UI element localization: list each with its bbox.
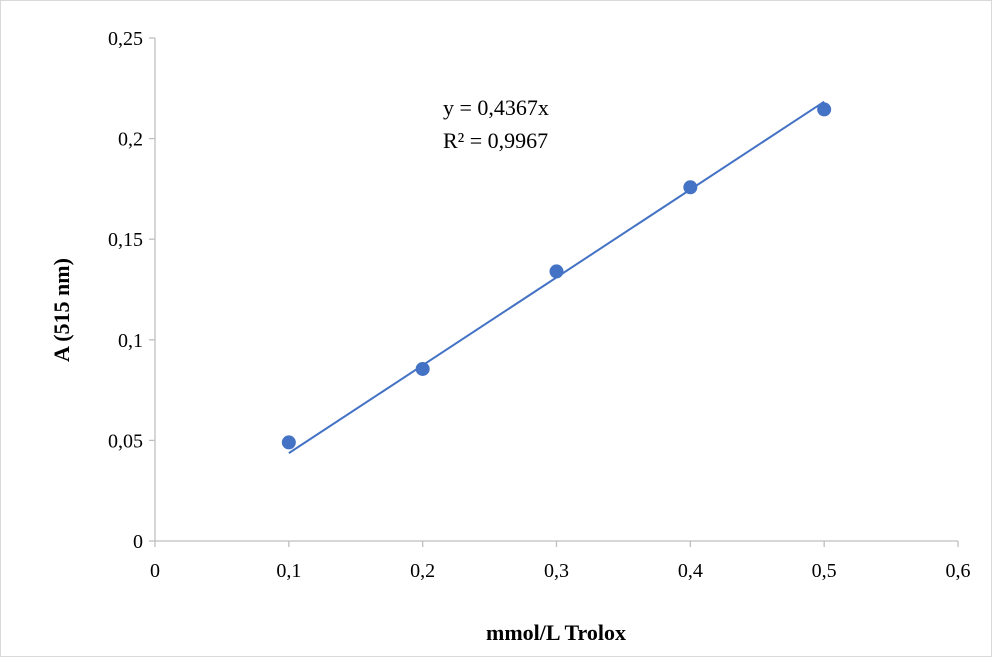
trendline-equation: y = 0,4367x: [443, 95, 549, 120]
x-tick-label: 0,2: [410, 560, 435, 582]
y-tick-label: 0,25: [108, 28, 143, 50]
axes: [149, 37, 959, 547]
data-point: [281, 435, 296, 450]
y-tick-label: 0,05: [108, 430, 143, 452]
y-axis-title: A (515 nm): [49, 258, 74, 362]
x-tick-label: 0,3: [544, 560, 569, 582]
data-points: [281, 102, 832, 450]
r-squared-label: R² = 0,9967: [443, 128, 548, 153]
y-tick-label: 0,2: [118, 129, 143, 151]
x-tick-label: 0: [150, 560, 160, 582]
y-tick-label: 0: [133, 531, 143, 553]
x-tick-label: 0,5: [812, 560, 837, 582]
y-tick-label: 0,15: [108, 229, 143, 251]
x-tick-label: 0,1: [276, 560, 301, 582]
tick-labels: 0 0,05 0,1 0,15 0,2 0,25 0 0,1 0,2 0,3 0,4 0,5 0,6: [108, 28, 971, 582]
data-point: [817, 102, 832, 117]
x-tick-label: 0,4: [678, 560, 703, 582]
data-point: [549, 264, 564, 279]
x-tick-label: 0,6: [946, 560, 971, 582]
x-axis-title: mmol/L Trolox: [486, 620, 626, 645]
data-point: [415, 361, 430, 376]
data-point: [683, 180, 698, 195]
y-tick-label: 0,1: [118, 330, 143, 352]
